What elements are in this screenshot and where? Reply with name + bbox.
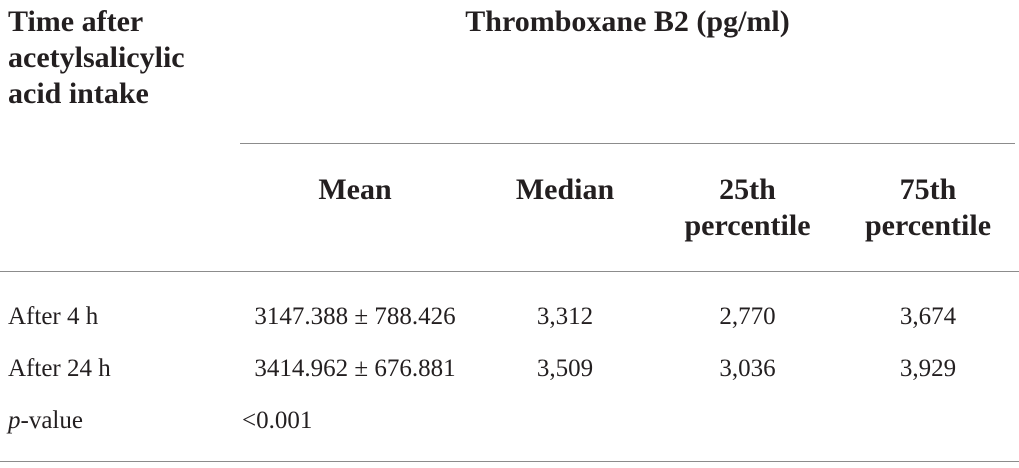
- time-header-line-1: Time after: [8, 5, 144, 38]
- table-cell-mean: 3147.388 ± 788.426: [254, 303, 456, 330]
- header-bottom-rule: [0, 271, 1019, 272]
- table-cell-median: 3,312: [536, 303, 594, 330]
- thromboxane-group-header: Thromboxane B2 (pg/ml): [465, 5, 790, 38]
- p75-header-line-1: 75th: [899, 173, 957, 206]
- table-row-label: After 4 h: [8, 303, 99, 330]
- pvalue-row-label: p-value: [8, 406, 83, 436]
- p75-header-line-2: percentile: [864, 209, 992, 242]
- table-cell-p75: 3,674: [899, 303, 957, 330]
- table-cell-p25: 3,036: [719, 355, 776, 382]
- time-header-line-2: acetylsalicylic: [8, 41, 185, 74]
- table-cell-median: 3,509: [536, 355, 594, 382]
- mean-header-text: Mean: [318, 173, 392, 206]
- table-cell-p25: 2,770: [719, 303, 776, 330]
- table-cell-p75: 3,929: [899, 355, 957, 382]
- p25-header-line-1: 25th: [719, 173, 776, 206]
- table-row-label: After 24 h: [8, 355, 111, 382]
- median-column-header: Median: [495, 172, 635, 208]
- pvalue-cell: <0.001: [242, 407, 313, 434]
- pvalue-label-rest: -value: [20, 407, 83, 434]
- group-header-rule: [240, 143, 1015, 144]
- p75-column-header: 75th percentile: [843, 172, 1013, 244]
- median-header-text: Median: [515, 173, 615, 206]
- table-bottom-rule: [0, 461, 1019, 462]
- time-column-header: Time after acetylsalicylic acid intake: [8, 4, 185, 112]
- time-header-line-3: acid intake: [8, 77, 149, 110]
- table-cell-mean: 3414.962 ± 676.881: [254, 355, 456, 382]
- p25-header-line-2: percentile: [684, 209, 811, 242]
- mean-column-header: Mean: [245, 172, 465, 208]
- pvalue-label-italic: p: [8, 407, 21, 434]
- p25-column-header: 25th percentile: [665, 172, 830, 244]
